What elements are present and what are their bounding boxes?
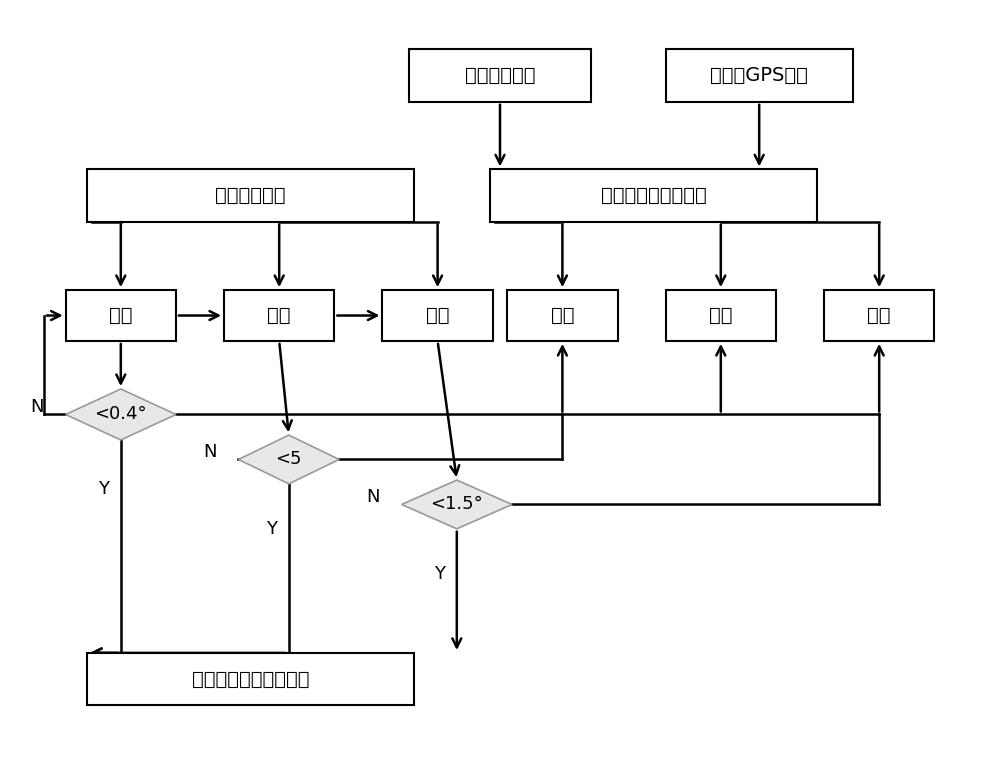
Text: 金属球对应的雷达数据: 金属球对应的雷达数据 [192,669,309,689]
Text: 库数: 库数 [709,306,733,325]
Bar [824,290,934,341]
Text: Y: Y [434,565,445,583]
Text: 仰角: 仰角 [867,306,891,325]
Text: 方位: 方位 [551,306,574,325]
Polygon shape [66,389,176,440]
Text: Y: Y [98,480,109,497]
Bar [87,169,414,222]
Text: 方位: 方位 [426,306,449,325]
Polygon shape [238,435,339,484]
Text: <5: <5 [276,451,302,469]
Bar [666,49,853,102]
Bar [490,169,817,222]
Text: Y: Y [266,520,277,538]
Polygon shape [402,480,512,529]
Text: 金属球对应数据信息: 金属球对应数据信息 [601,186,706,205]
Bar [87,653,414,705]
Bar [66,290,176,341]
Text: <1.5°: <1.5° [430,495,483,513]
Text: 库数: 库数 [267,306,291,325]
Text: N: N [203,443,216,461]
Text: 仰角: 仰角 [109,306,133,325]
Text: 金属球GPS信息: 金属球GPS信息 [710,66,808,85]
Text: <0.4°: <0.4° [94,405,147,423]
Bar [409,49,591,102]
Bar [382,290,493,341]
Bar [666,290,776,341]
Bar [507,290,618,341]
Text: 雷达位置信息: 雷达位置信息 [465,66,535,85]
Text: N: N [366,488,380,506]
Bar [224,290,334,341]
Text: 雷达观测数据: 雷达观测数据 [215,186,286,205]
Text: N: N [30,398,44,416]
